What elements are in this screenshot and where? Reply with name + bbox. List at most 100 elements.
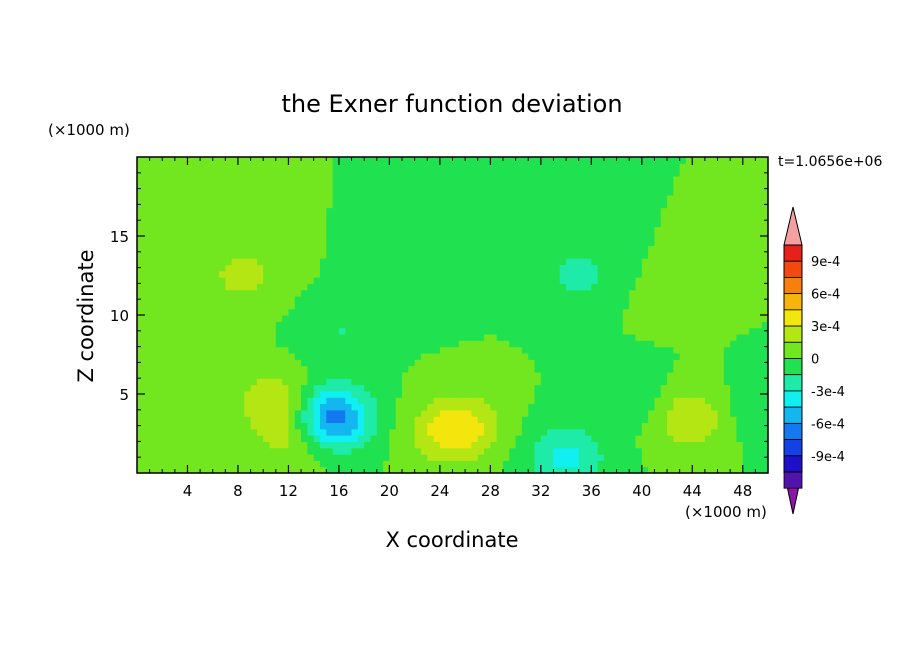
field-cell — [206, 302, 214, 310]
field-cell — [408, 157, 416, 164]
field-cell — [559, 226, 567, 234]
field-cell — [193, 188, 201, 196]
field-cell — [477, 207, 485, 215]
field-cell — [174, 270, 182, 278]
field-cell — [704, 296, 712, 303]
field-cell — [187, 441, 195, 449]
field-cell — [452, 333, 460, 341]
field-cell — [496, 390, 504, 398]
field-cell — [458, 277, 466, 284]
field-cell — [547, 175, 555, 183]
field-cell — [685, 213, 693, 221]
field-cell — [547, 359, 555, 367]
field-cell — [534, 447, 542, 455]
field-cell — [414, 201, 422, 209]
field-cell — [572, 194, 580, 202]
field-cell — [603, 264, 611, 272]
field-cell — [244, 277, 252, 284]
field-cell — [137, 283, 144, 291]
field-cell — [231, 245, 239, 253]
field-cell — [389, 371, 397, 379]
field-cell — [603, 213, 611, 221]
field-cell — [168, 188, 176, 196]
field-cell — [667, 422, 674, 430]
field-cell — [433, 308, 441, 316]
field-cell — [357, 315, 365, 322]
field-cell — [540, 378, 548, 386]
field-cell — [168, 428, 176, 436]
field-cell — [484, 188, 491, 196]
field-cell — [452, 428, 460, 436]
field-cell — [547, 460, 555, 468]
field-cell — [679, 302, 687, 310]
field-cell — [433, 302, 441, 310]
field-cell — [439, 245, 447, 253]
field-cell — [559, 201, 567, 209]
field-cell — [585, 384, 592, 392]
field-cell — [168, 251, 176, 259]
field-cell — [149, 207, 157, 215]
field-cell — [162, 245, 170, 253]
field-cell — [294, 397, 302, 405]
field-cell — [174, 397, 182, 405]
field-cell — [654, 422, 662, 430]
field-cell — [326, 163, 334, 171]
field-cell — [433, 346, 441, 354]
field-cell — [383, 220, 390, 228]
field-cell — [585, 340, 592, 348]
field-cell — [603, 359, 611, 367]
field-cell — [477, 378, 485, 386]
field-cell — [540, 359, 548, 367]
field-cell — [717, 340, 725, 348]
field-cell — [345, 283, 353, 291]
field-cell — [540, 302, 548, 310]
field-cell — [717, 447, 725, 455]
field-cell — [269, 340, 277, 348]
field-cell — [250, 264, 258, 272]
field-cell — [742, 390, 750, 398]
field-cell — [673, 213, 681, 221]
field-cell — [376, 277, 384, 284]
field-cell — [395, 416, 403, 424]
field-cell — [155, 182, 163, 190]
field-cell — [275, 327, 283, 335]
field-cell — [326, 378, 334, 386]
field-cell — [446, 157, 454, 164]
field-cell — [301, 302, 308, 310]
field-cell — [332, 359, 340, 367]
field-cell — [383, 245, 390, 253]
field-cell — [338, 447, 346, 455]
field-cell — [597, 333, 605, 341]
field-cell — [137, 397, 144, 405]
field-cell — [616, 157, 624, 164]
field-cell — [673, 435, 681, 442]
field-cell — [307, 346, 315, 354]
field-cell — [338, 397, 346, 405]
field-cell — [301, 270, 308, 278]
field-cell — [263, 251, 271, 259]
field-cell — [206, 460, 214, 468]
field-cell — [307, 441, 315, 449]
field-cell — [294, 157, 302, 164]
field-cell — [452, 365, 460, 373]
field-cell — [402, 315, 409, 322]
field-cell — [515, 264, 523, 272]
field-cell — [414, 194, 422, 202]
field-cell — [471, 397, 479, 405]
field-cell — [490, 194, 498, 202]
field-cell — [528, 428, 536, 436]
field-cell — [294, 327, 302, 335]
field-cell — [496, 163, 504, 171]
field-cell — [528, 447, 536, 455]
field-cell — [200, 460, 208, 468]
field-cell — [137, 277, 144, 284]
field-cell — [591, 346, 599, 354]
field-cell — [319, 264, 327, 272]
field-cell — [496, 213, 504, 221]
field-cell — [446, 194, 454, 202]
field-cell — [673, 365, 681, 373]
field-cell — [402, 251, 409, 259]
field-cell — [389, 157, 397, 164]
field-cell — [610, 422, 618, 430]
field-cell — [698, 384, 706, 392]
